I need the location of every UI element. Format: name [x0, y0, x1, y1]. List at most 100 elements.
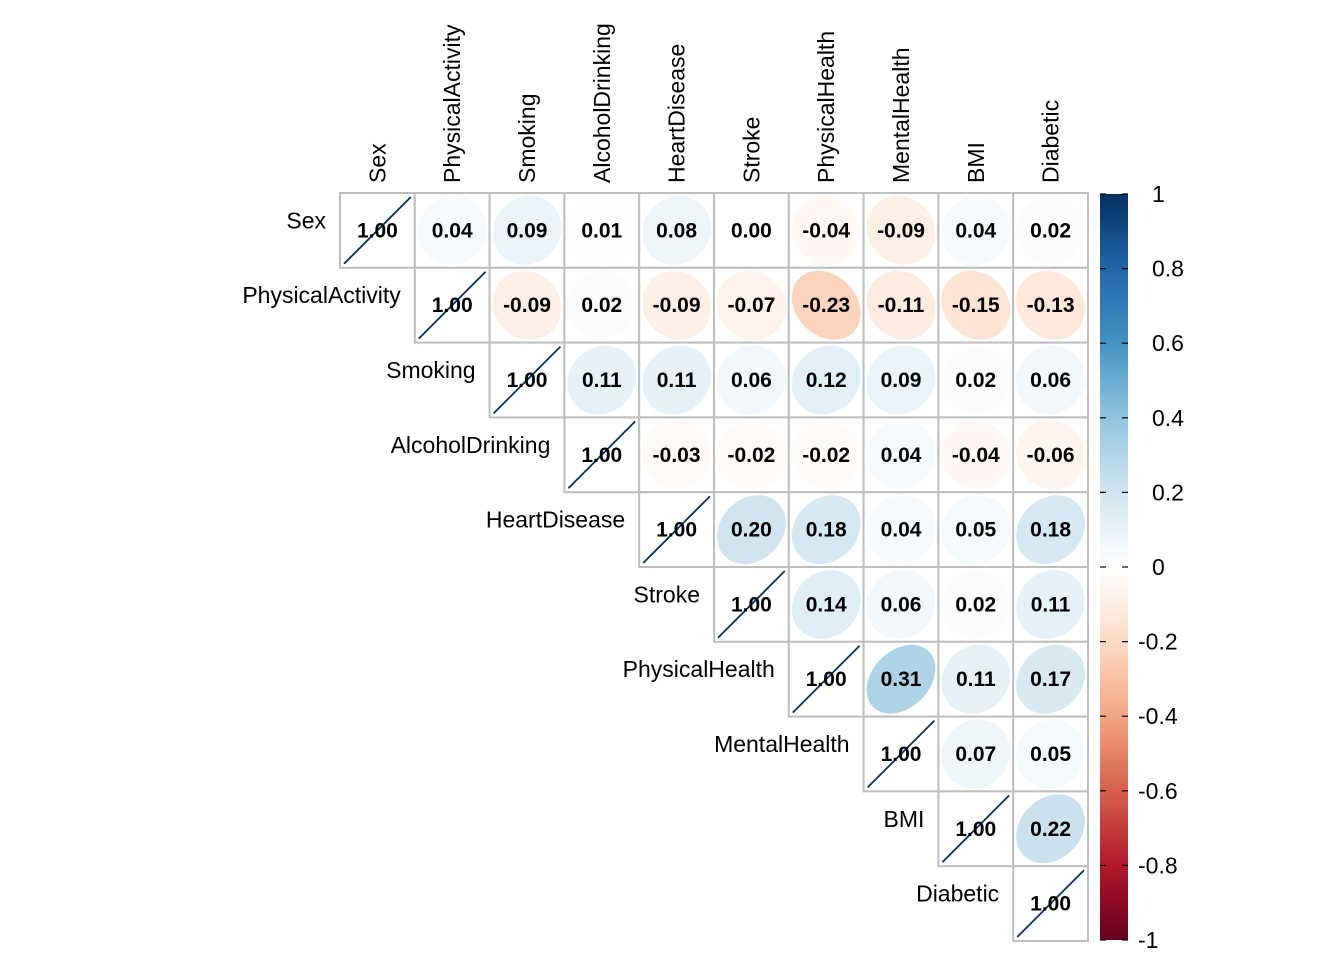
- colorbar-tick-label: -0.8: [1138, 852, 1178, 878]
- correlation-ellipse-mark: [642, 270, 711, 340]
- column-label: PhysicalHealth: [813, 31, 839, 183]
- correlation-cell: 0.06: [713, 341, 790, 419]
- row-label: PhysicalActivity: [242, 282, 401, 308]
- row-label: HeartDisease: [486, 507, 625, 533]
- cell-value-label: -0.06: [1027, 444, 1075, 467]
- cell-value-label: 0.18: [1030, 519, 1071, 542]
- cell-value-label: 0.04: [432, 219, 473, 242]
- correlation-ellipse-mark: [1016, 270, 1085, 340]
- correlation-ellipse-mark: [1016, 420, 1085, 490]
- correlation-cell: 1.00: [563, 416, 641, 494]
- correlation-cell: 0.12: [787, 341, 865, 419]
- correlation-cell: 0.07: [937, 715, 1015, 793]
- cell-value-label: 0.06: [731, 369, 772, 392]
- row-label: Sex: [286, 207, 326, 233]
- correlation-cell: 1.00: [1012, 865, 1090, 943]
- correlation-cell: 0.04: [862, 416, 940, 494]
- correlation-cell: 0.09: [488, 192, 566, 269]
- correlation-cell: 0.02: [1012, 192, 1090, 269]
- cell-value-label: -0.09: [653, 294, 701, 317]
- correlation-ellipse-mark: [866, 570, 936, 639]
- correlation-cell: 0.22: [1012, 790, 1090, 868]
- correlation-cell: 1.00: [787, 640, 865, 718]
- row-label: Smoking: [386, 357, 475, 383]
- cell-value-label: 0.02: [1030, 219, 1071, 242]
- correlation-cell: -0.15: [937, 266, 1015, 344]
- cell-value-label: 1.00: [731, 593, 772, 616]
- cell-value-label: 0.09: [507, 219, 548, 242]
- cell-value-label: 1.00: [955, 818, 996, 841]
- correlation-ellipse-mark: [567, 196, 637, 265]
- cell-value-label: 0.11: [582, 369, 622, 392]
- correlation-ellipse-mark: [866, 270, 936, 340]
- cell-value-label: -0.09: [503, 294, 551, 317]
- diagonal-line-mark: [717, 570, 786, 639]
- correlation-ellipse-mark: [417, 195, 487, 265]
- column-label: Diabetic: [1038, 100, 1064, 183]
- cell-value-label: 0.02: [955, 369, 996, 392]
- correlation-ellipse-mark: [1016, 719, 1085, 789]
- cell-value-label: 1.00: [432, 294, 473, 317]
- cell-value-label: 1.00: [806, 668, 847, 691]
- cell-value-label: 0.07: [955, 743, 996, 766]
- correlation-ellipse-mark: [866, 644, 936, 714]
- correlation-cell: 0.11: [937, 640, 1015, 718]
- correlation-ellipse-mark: [642, 420, 711, 490]
- cell-value-label: 1.00: [507, 369, 548, 392]
- cell-value-label: 0.02: [581, 294, 622, 317]
- correlation-cells: 1.00 0.04 0.09 0.01 0.08 0.00 -0.04 -0.09 0.04 0.…: [339, 192, 1090, 943]
- correlation-ellipse-mark: [941, 195, 1011, 265]
- row-label: AlcoholDrinking: [391, 432, 551, 458]
- cell-value-label: 0.31: [881, 668, 922, 691]
- cell-value-label: 1.00: [1030, 893, 1071, 916]
- correlation-cell: 0.02: [563, 266, 641, 344]
- correlation-cell: 0.17: [1012, 640, 1090, 718]
- correlation-cell: 0.11: [638, 341, 716, 419]
- cell-value-label: 1.00: [357, 219, 398, 242]
- cell-value-label: 0.06: [881, 593, 922, 616]
- correlation-ellipse-mark: [717, 420, 786, 490]
- correlation-ellipse-mark: [642, 345, 711, 415]
- cell-value-label: 0.11: [657, 369, 697, 392]
- cell-value-label: 0.05: [955, 519, 996, 542]
- row-label: BMI: [884, 806, 925, 832]
- colorbar-tick-label: -1: [1138, 927, 1158, 953]
- correlation-ellipse-mark: [941, 719, 1011, 789]
- row-label: MentalHealth: [714, 731, 850, 757]
- cell-value-label: 0.04: [955, 219, 996, 242]
- cell-value-label: 0.11: [1031, 593, 1071, 616]
- colorbar-tick-label: -0.6: [1138, 778, 1178, 804]
- correlation-ellipse-mark: [642, 195, 711, 265]
- correlation-cell: 0.04: [413, 192, 491, 269]
- correlation-cell: 0.01: [563, 192, 641, 269]
- cell-value-label: 0.01: [581, 219, 622, 242]
- correlation-cell: 0.18: [1012, 491, 1090, 569]
- row-label: Diabetic: [916, 881, 999, 907]
- correlation-cell: 0.06: [1012, 341, 1090, 419]
- correlation-cell: 1.00: [339, 192, 416, 269]
- colorbar-tick-label: 0: [1152, 554, 1165, 580]
- colorbar-tick-label: 0.4: [1152, 405, 1184, 431]
- correlation-cell: 0.18: [787, 491, 865, 569]
- cell-value-label: 0.17: [1030, 668, 1071, 691]
- correlation-cell: 0.14: [787, 566, 865, 643]
- correlation-cell: -0.07: [713, 266, 790, 344]
- correlation-cell: 0.04: [937, 192, 1015, 269]
- correlation-ellipse-mark: [717, 196, 786, 265]
- correlation-cell: 0.05: [937, 491, 1015, 569]
- column-label: Stroke: [738, 117, 764, 183]
- diagonal-line-mark: [642, 495, 711, 564]
- correlation-cell: 0.05: [1012, 715, 1090, 793]
- cell-value-label: -0.15: [952, 294, 1000, 317]
- cell-value-label: -0.07: [727, 294, 775, 317]
- correlation-ellipse-mark: [1016, 794, 1085, 864]
- correlation-cell: 0.08: [638, 192, 716, 269]
- colorbar-tick-label: 1: [1152, 181, 1165, 207]
- correlation-cell: -0.23: [787, 266, 865, 344]
- cell-value-label: 0.18: [806, 519, 847, 542]
- diagonal-line-mark: [941, 794, 1010, 863]
- correlation-ellipse-mark: [941, 570, 1011, 639]
- column-label: HeartDisease: [664, 44, 690, 183]
- correlation-cell: 0.04: [862, 491, 940, 569]
